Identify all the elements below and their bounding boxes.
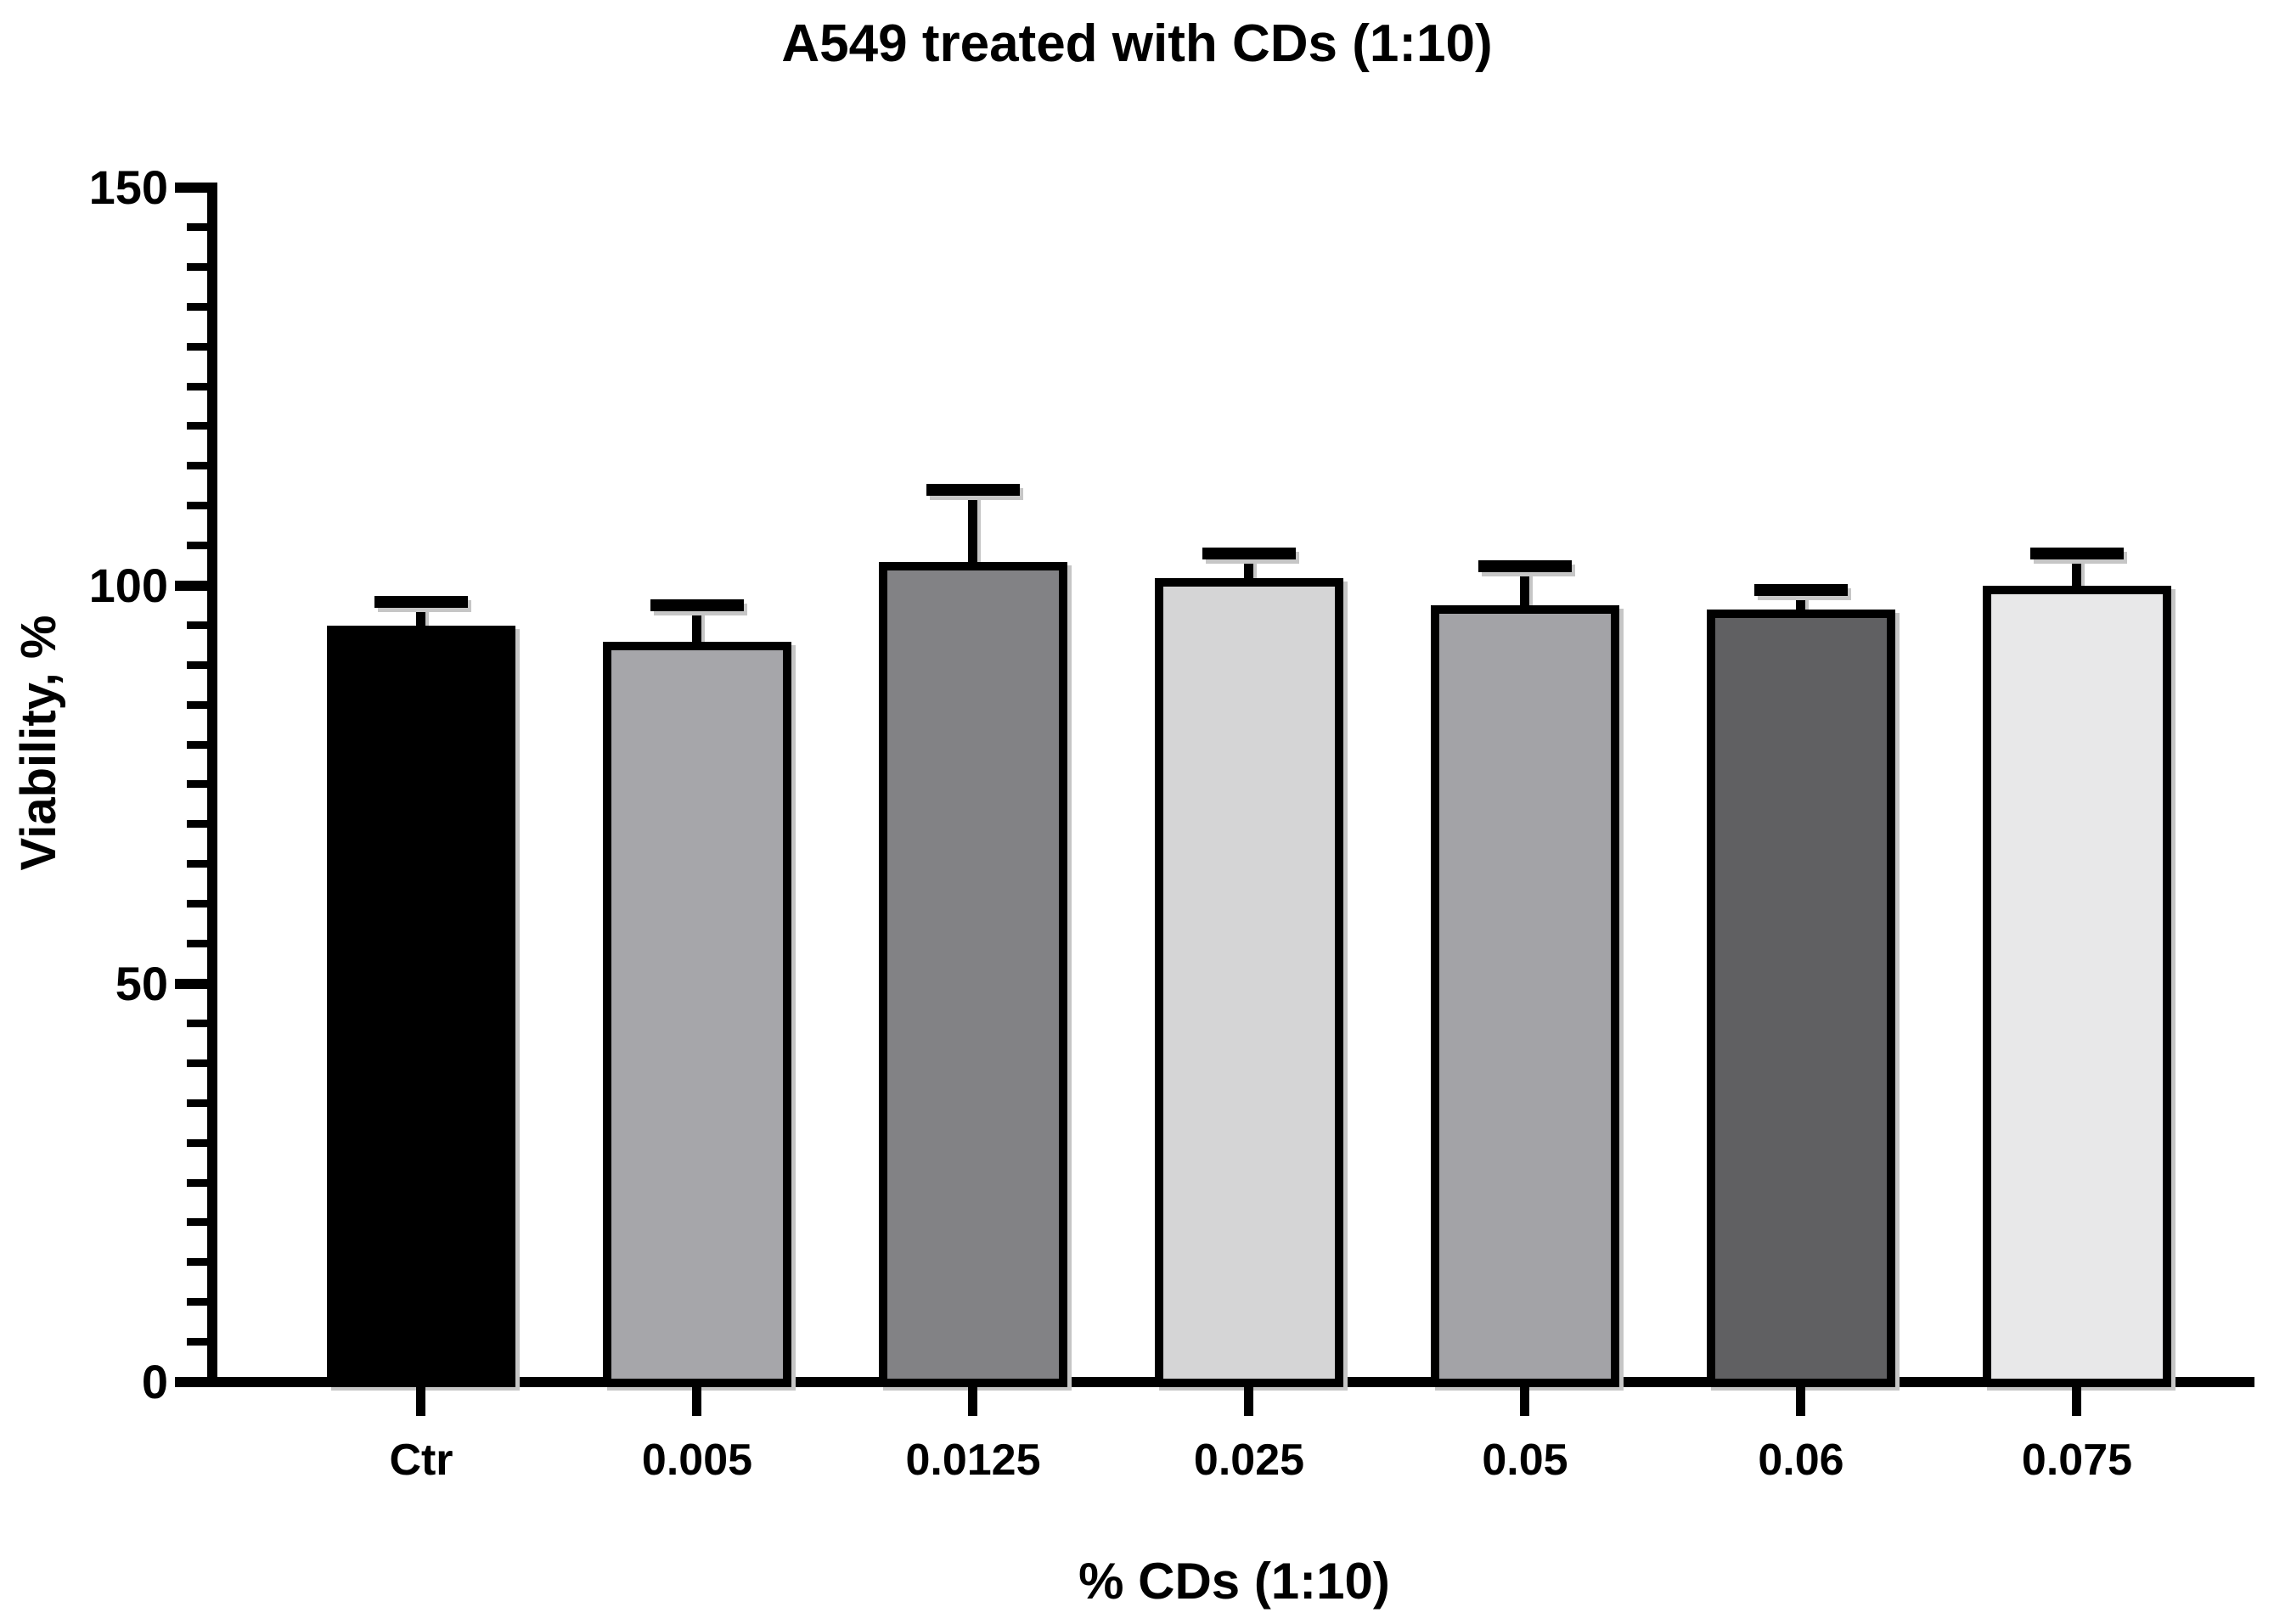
error-bar-line [968, 490, 977, 567]
error-bar-line [1520, 566, 1529, 610]
y-minor-tick [187, 223, 207, 231]
x-tick-label: 0.0125 [905, 1436, 1041, 1485]
x-category-tick [968, 1387, 977, 1416]
y-minor-tick [187, 1139, 207, 1147]
y-minor-tick [187, 1099, 207, 1107]
bar [879, 562, 1067, 1387]
y-minor-tick [187, 1338, 207, 1346]
y-tick-label: 100 [88, 559, 168, 612]
y-minor-tick [187, 780, 207, 788]
y-minor-tick [187, 462, 207, 469]
x-category-tick [416, 1387, 425, 1416]
y-minor-tick [187, 303, 207, 311]
y-minor-tick [187, 661, 207, 669]
x-tick-label: Ctr [389, 1436, 453, 1485]
x-tick-label: 0.025 [1193, 1436, 1305, 1485]
error-bar-cap [926, 484, 1020, 496]
bar [1707, 610, 1895, 1387]
y-minor-tick [187, 1258, 207, 1266]
x-tick-label: 0.05 [1482, 1436, 1568, 1485]
error-bar-cap [1754, 584, 1848, 596]
bar [327, 626, 515, 1387]
y-minor-tick [187, 1298, 207, 1306]
y-minor-tick [187, 701, 207, 709]
error-bar-line [692, 605, 701, 647]
y-minor-tick [187, 502, 207, 509]
y-tick-label: 50 [115, 957, 168, 1010]
x-category-tick [1520, 1387, 1529, 1416]
y-axis-line [207, 183, 217, 1387]
bar [603, 642, 791, 1387]
y-axis-title: Viability, % [10, 615, 66, 871]
error-bar-line [1796, 590, 1805, 615]
error-bar-cap [650, 599, 744, 611]
bar [1155, 578, 1343, 1387]
y-minor-tick [187, 343, 207, 351]
y-major-tick [175, 183, 207, 193]
y-tick-label: 150 [88, 160, 168, 214]
y-major-tick [175, 1377, 207, 1387]
y-minor-tick [187, 422, 207, 430]
y-minor-tick [187, 1179, 207, 1187]
y-minor-tick [187, 900, 207, 908]
y-minor-tick [187, 820, 207, 828]
y-minor-tick [187, 621, 207, 629]
y-minor-tick [187, 1059, 207, 1067]
y-major-tick [175, 979, 207, 989]
y-minor-tick [187, 1020, 207, 1027]
y-minor-tick [187, 542, 207, 549]
error-bar-cap [374, 596, 468, 608]
error-bar-cap [2030, 548, 2124, 559]
y-minor-tick [187, 1218, 207, 1226]
x-tick-label: 0.005 [641, 1436, 753, 1485]
bar [1983, 586, 2171, 1387]
x-category-tick [2072, 1387, 2081, 1416]
error-bar-line [1244, 554, 1253, 583]
error-bar-cap [1478, 560, 1572, 572]
x-tick-label: 0.075 [2021, 1436, 2133, 1485]
bar [1431, 605, 1619, 1387]
error-bar-line [416, 602, 425, 631]
chart-title: A549 treated with CDs (1:10) [781, 14, 1493, 73]
x-category-tick [1796, 1387, 1805, 1416]
x-axis-title: % CDs (1:10) [1078, 1553, 1390, 1610]
y-minor-tick [187, 263, 207, 271]
y-tick-label: 0 [141, 1355, 168, 1408]
x-category-tick [692, 1387, 701, 1416]
y-major-tick [175, 581, 207, 591]
x-category-tick [1244, 1387, 1253, 1416]
error-bar-cap [1202, 548, 1296, 559]
x-tick-label: 0.06 [1758, 1436, 1844, 1485]
y-minor-tick [187, 383, 207, 391]
y-minor-tick [187, 860, 207, 868]
error-bar-line [2072, 554, 2081, 591]
y-minor-tick [187, 940, 207, 947]
y-minor-tick [187, 741, 207, 749]
